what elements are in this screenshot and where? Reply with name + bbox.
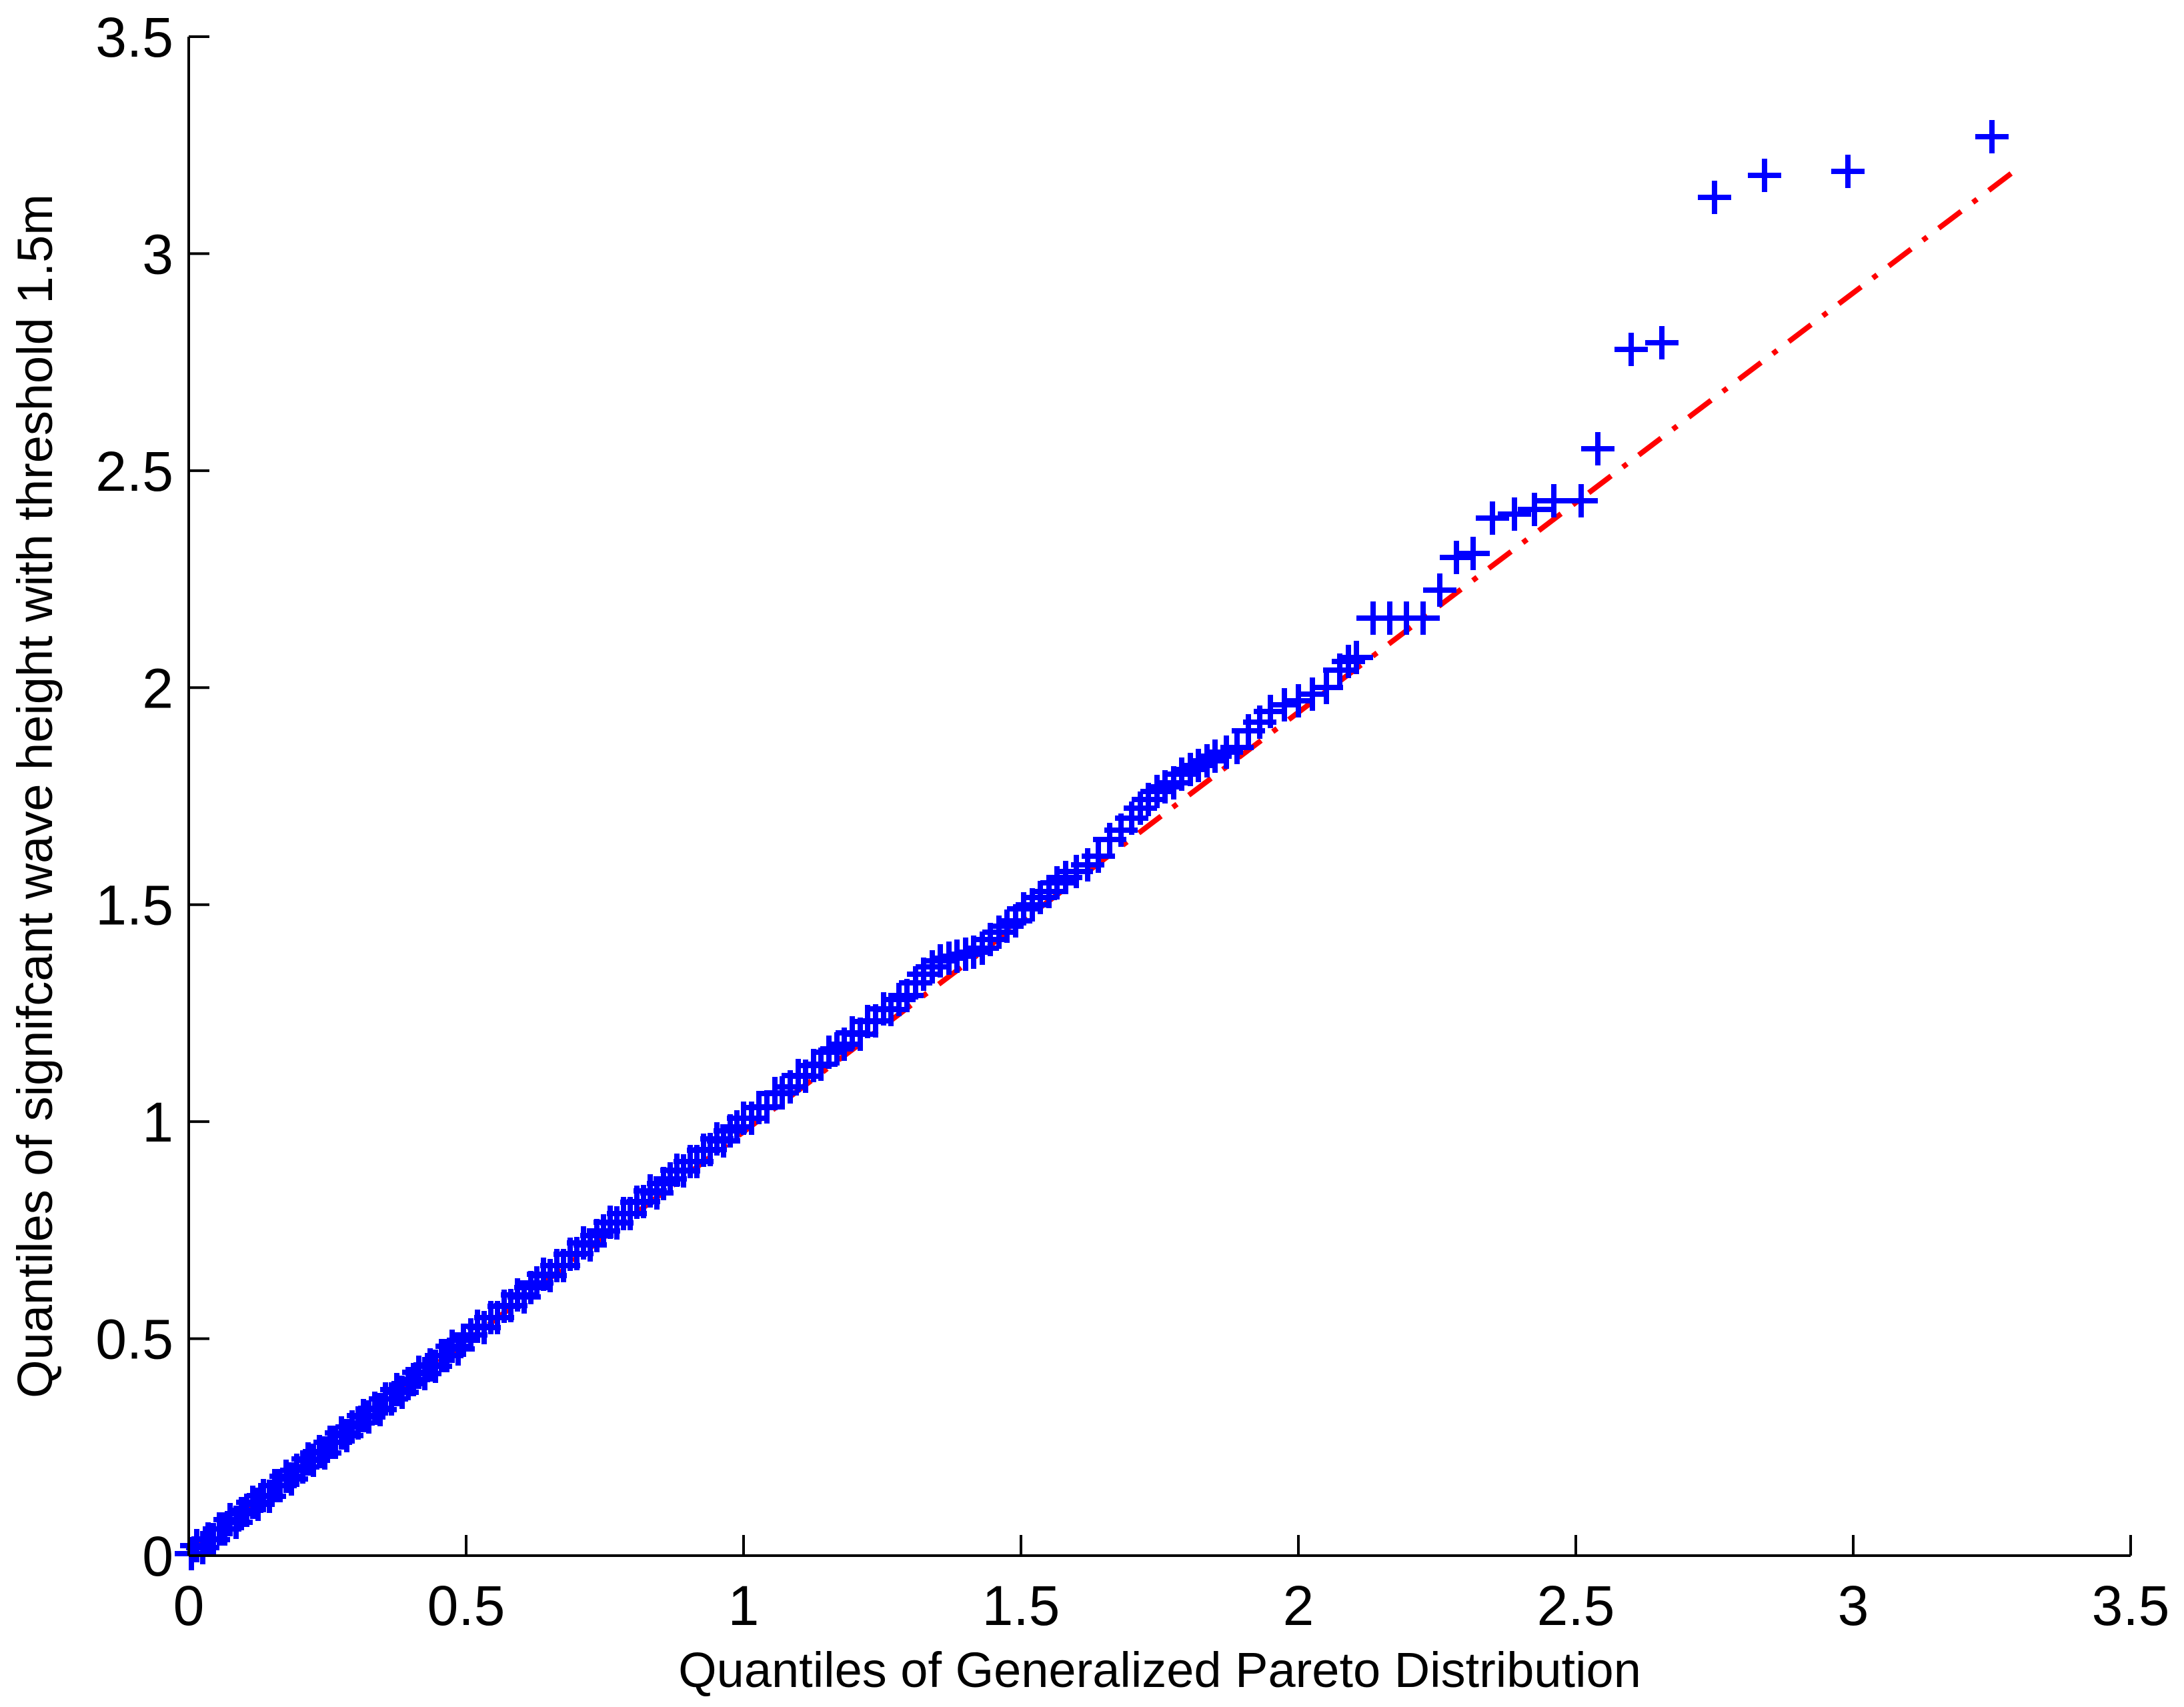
x-tick-label: 3 [1838, 1574, 1869, 1637]
y-tick-labels: 0 0.5 1 1.5 2 2.5 3 3.5 [95, 6, 173, 1588]
y-tick-label: 2 [142, 657, 173, 719]
x-tick-label: 2.5 [1537, 1574, 1615, 1637]
y-axis-title: Quantiles of signifcant wave height with… [7, 194, 63, 1398]
y-tick-label: 0 [142, 1525, 173, 1588]
y-tick-label: 1 [142, 1091, 173, 1154]
scatter-points [175, 120, 2009, 1570]
x-tick-labels: 0 0.5 1 1.5 2 2.5 3 3.5 [173, 1574, 2170, 1637]
x-tick-label: 1.5 [982, 1574, 1060, 1637]
y-tick-label: 3 [142, 223, 173, 285]
y-tick-label: 0.5 [95, 1308, 173, 1371]
y-tick-label: 1.5 [95, 874, 173, 937]
x-tick-label: 3.5 [2092, 1574, 2170, 1637]
x-tick-label: 0.5 [427, 1574, 505, 1637]
x-axis-title: Quantiles of Generalized Pareto Distribu… [678, 1642, 1641, 1698]
axes [187, 35, 2132, 1557]
x-tick-label: 1 [728, 1574, 760, 1637]
x-tick-label: 2 [1283, 1574, 1314, 1637]
x-tick-label: 0 [173, 1574, 205, 1637]
x-axis-ticks [187, 1535, 2132, 1556]
y-tick-label: 2.5 [95, 440, 173, 503]
y-tick-label: 3.5 [95, 6, 173, 69]
y-axis-ticks [189, 35, 209, 1557]
